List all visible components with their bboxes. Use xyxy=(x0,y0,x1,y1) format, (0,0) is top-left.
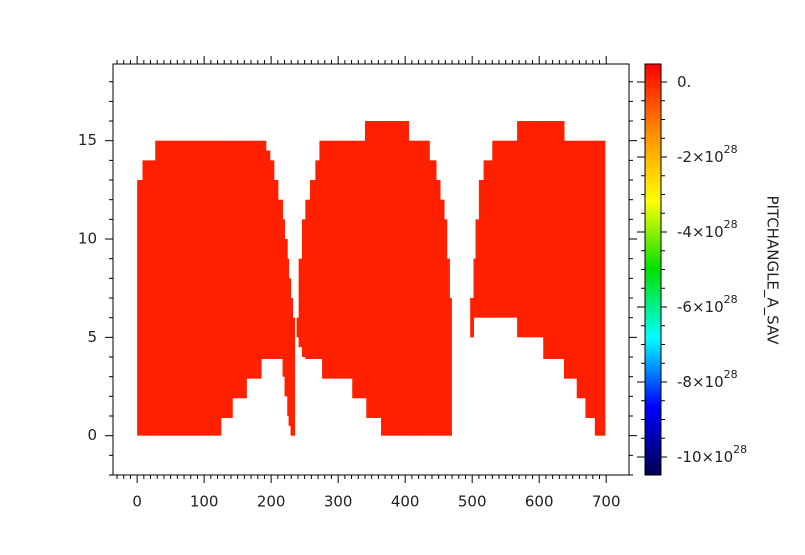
x-tick-label: 100 xyxy=(190,493,219,511)
y-tick-label: 0 xyxy=(87,426,97,444)
colorbar-tick-label: -2×1028 xyxy=(677,143,738,166)
range-segment xyxy=(269,160,275,359)
colorbar-tick-text: -2×10 xyxy=(677,148,724,166)
range-segment xyxy=(273,180,279,359)
colorbar-tick-label: 0. xyxy=(677,73,691,91)
range-segment xyxy=(290,298,294,436)
range-segment xyxy=(232,140,247,399)
range-segment xyxy=(301,219,306,358)
colorbar-tick-label: -4×1028 xyxy=(677,218,738,241)
colorbar-tick-label: -6×1028 xyxy=(677,293,738,316)
range-segment xyxy=(585,140,596,418)
x-tick-label: 200 xyxy=(257,493,286,511)
range-segment xyxy=(137,180,143,436)
range-segment xyxy=(492,140,518,318)
colorbar-tick-exponent: 28 xyxy=(724,368,738,381)
x-tick-label: 400 xyxy=(391,493,420,511)
x-tick-label: 500 xyxy=(458,493,487,511)
range-segment xyxy=(563,140,578,379)
range-segment xyxy=(408,140,430,436)
range-segment xyxy=(543,121,565,359)
range-segment xyxy=(284,239,288,397)
plot-frame xyxy=(112,63,630,476)
colorbar-tick-label: -10×1028 xyxy=(677,443,747,466)
range-segment xyxy=(142,160,156,436)
range-segment xyxy=(440,199,445,436)
range-segment xyxy=(470,298,475,338)
colorbar-label: PITCHANGLE_A_SAV xyxy=(763,195,782,345)
range-segment xyxy=(366,121,382,418)
range-segment xyxy=(444,219,448,436)
range-segment xyxy=(449,298,452,436)
range-segment xyxy=(155,140,222,436)
range-segment xyxy=(305,199,311,359)
colorbar-tick-exponent: 28 xyxy=(724,293,738,306)
range-segment xyxy=(364,121,367,399)
colorbar-tick-exponent: 28 xyxy=(724,143,738,156)
y-tick-label: 10 xyxy=(78,230,97,248)
range-segment xyxy=(436,180,441,436)
range-segment xyxy=(483,160,493,318)
range-segment xyxy=(298,258,303,348)
x-tick-label: 700 xyxy=(592,493,621,511)
range-segment xyxy=(473,258,477,318)
range-segment xyxy=(296,317,300,338)
x-tick-label: 0 xyxy=(132,493,142,511)
range-segment xyxy=(261,140,267,359)
colorbar xyxy=(644,63,662,476)
x-tick-label: 600 xyxy=(525,493,554,511)
colorbar-tick-text: -10×10 xyxy=(677,448,733,466)
range-segment xyxy=(315,160,320,359)
colorbar-tick-exponent: 28 xyxy=(724,218,738,231)
range-segment xyxy=(288,278,292,426)
colorbar-tick-text: -4×10 xyxy=(677,223,724,241)
range-segment xyxy=(446,258,450,436)
colorbar-tick-text: -6×10 xyxy=(677,298,724,316)
colorbar-tick-text: 0. xyxy=(677,73,691,91)
range-segment xyxy=(429,160,437,436)
y-tick-label: 15 xyxy=(78,131,97,149)
range-segment xyxy=(287,258,290,417)
range-segment xyxy=(576,140,586,399)
range-segment xyxy=(282,219,286,377)
colorbar-tick-exponent: 28 xyxy=(733,443,747,456)
range-segment xyxy=(478,180,485,318)
range-segment xyxy=(277,199,284,359)
range-segment xyxy=(292,317,296,436)
range-segment xyxy=(265,150,271,359)
range-segment xyxy=(322,140,353,379)
colorbar-tick-label: -8×1028 xyxy=(677,368,738,391)
x-tick-label: 300 xyxy=(324,493,353,511)
range-segment xyxy=(594,140,606,436)
range-segment xyxy=(381,121,410,436)
range-segment xyxy=(352,140,366,399)
range-segment xyxy=(310,180,316,359)
range-segment xyxy=(246,140,262,379)
range-segment xyxy=(475,219,480,318)
colorbar-tick-text: -8×10 xyxy=(677,373,724,391)
range-segment xyxy=(319,140,323,359)
y-tick-label: 5 xyxy=(87,328,97,346)
range-segment xyxy=(517,121,544,338)
range-segment xyxy=(220,140,233,418)
